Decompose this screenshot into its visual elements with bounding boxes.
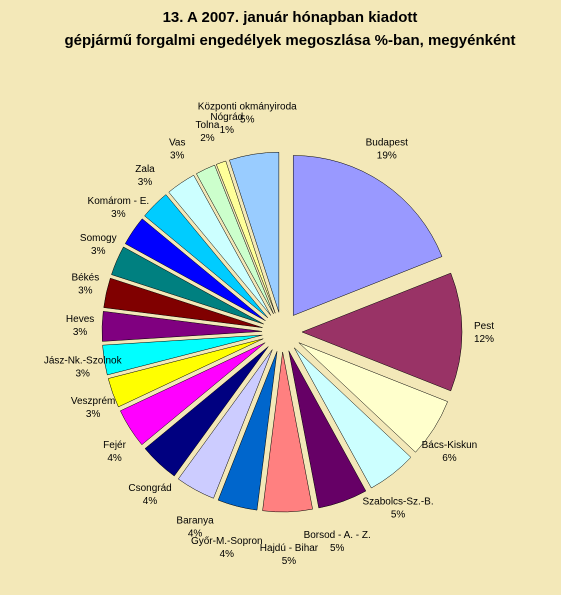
slice-label: Heves [66, 314, 94, 325]
slice-value-label: 4% [220, 549, 235, 560]
slice-label: Központi okmányiroda [198, 102, 297, 113]
slice-label: Budapest [366, 137, 408, 148]
pie-slice [144, 194, 269, 319]
slice-value-label: 3% [91, 246, 106, 257]
slice-value-label: 5% [240, 115, 255, 126]
slice-value-label: 6% [442, 453, 457, 464]
slice-label: Békés [71, 273, 99, 284]
pie-slice [102, 334, 263, 376]
pie-slice [168, 174, 271, 316]
slice-value-label: 4% [107, 453, 122, 464]
pie-slice [217, 351, 278, 511]
slice-label: Tolna [196, 120, 220, 131]
pie-slice [120, 342, 266, 446]
slice-value-label: 19% [377, 150, 397, 161]
slice-value-label: 3% [76, 369, 91, 380]
slice-label: Komárom - E. [88, 196, 150, 207]
slice-value-label: 1% [220, 125, 235, 136]
pie-slice [288, 350, 367, 509]
chart-title: gépjármű forgalmi engedélyek megoszlása … [65, 32, 516, 49]
pie-slice [229, 151, 280, 313]
pie-slice [103, 277, 263, 328]
chart-title: 13. A 2007. január hónapban kiadott [163, 9, 418, 26]
slice-label: Csongrád [128, 483, 171, 494]
pie-slice [262, 351, 313, 513]
slice-label: Nógrád [210, 112, 243, 123]
pie-slice [111, 246, 264, 325]
pie-slice [196, 164, 274, 315]
pie-slice [292, 155, 443, 316]
pie-slice [216, 160, 276, 314]
slice-value-label: 3% [170, 150, 185, 161]
slice-label: Hajdú - Bihar [260, 543, 319, 554]
slice-value-label: 5% [391, 509, 406, 520]
pie-slice [124, 218, 266, 321]
slice-value-label: 4% [143, 496, 158, 507]
slice-value-label: 2% [200, 133, 215, 144]
slice-value-label: 5% [330, 543, 345, 554]
slice-label: Fejér [103, 440, 126, 451]
pie-slice [177, 349, 273, 499]
slice-label: Szabolcs-Sz.-B. [362, 496, 433, 507]
pie-slice [107, 338, 264, 408]
slice-value-label: 3% [138, 177, 153, 188]
slice-label: Baranya [176, 516, 214, 527]
slice-label: Bács-Kiskun [422, 440, 478, 451]
slice-value-label: 12% [474, 334, 494, 345]
slice-label: Zala [135, 164, 155, 175]
slice-value-label: 4% [188, 529, 203, 540]
slice-label: Győr-M.-Sopron [191, 536, 263, 547]
slice-value-label: 3% [86, 409, 101, 420]
slice-value-label: 3% [73, 327, 88, 338]
pie-slice [101, 311, 263, 342]
slice-label: Veszprém [71, 396, 115, 407]
slice-label: Jász-Nk.-Szolnok [44, 356, 123, 367]
slice-value-label: 5% [282, 556, 297, 567]
slice-label: Somogy [80, 233, 117, 244]
pie-slice [301, 272, 463, 392]
slice-label: Pest [474, 321, 494, 332]
pie-slice [144, 346, 269, 477]
pie-slice [298, 342, 448, 453]
slice-label: Borsod - A. - Z. [304, 530, 371, 541]
slice-value-label: 3% [78, 286, 93, 297]
slice-value-label: 3% [111, 209, 126, 220]
pie-slice [294, 347, 412, 489]
slice-label: Vas [169, 137, 186, 148]
